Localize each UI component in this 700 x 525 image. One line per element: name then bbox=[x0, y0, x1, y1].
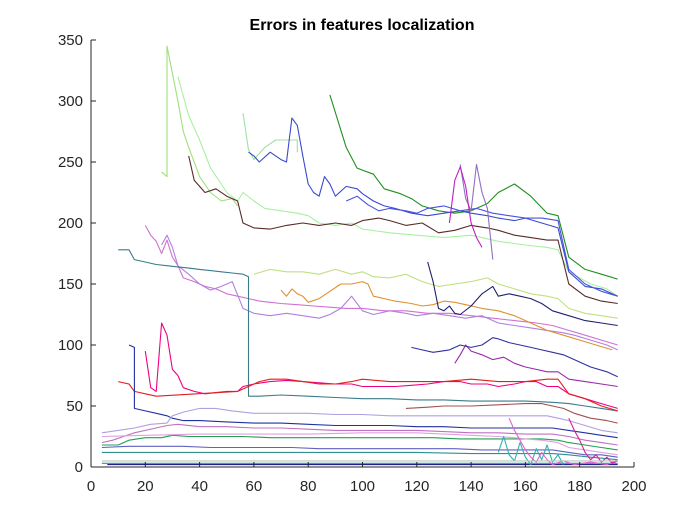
x-tick-label: 0 bbox=[87, 478, 95, 495]
y-tick-label: 200 bbox=[58, 215, 83, 232]
x-tick-label: 80 bbox=[300, 478, 317, 495]
y-ticks: 0 50 100 150 200 250 300 350 bbox=[58, 32, 96, 476]
series-line-10 bbox=[118, 249, 618, 412]
x-tick-label: 120 bbox=[404, 478, 429, 495]
series-line-31 bbox=[508, 417, 618, 466]
y-tick-label: 100 bbox=[58, 337, 83, 354]
series-line-30 bbox=[497, 435, 564, 466]
chart-title: Errors in features localization bbox=[250, 17, 475, 34]
series-line-7 bbox=[345, 195, 618, 297]
series-line-26 bbox=[101, 451, 618, 461]
series-line-23 bbox=[405, 403, 618, 424]
series-line-22 bbox=[101, 407, 618, 434]
series-line-8 bbox=[144, 225, 618, 346]
series-line-16 bbox=[459, 163, 494, 260]
series-line-21 bbox=[101, 423, 618, 446]
x-tick-label: 160 bbox=[513, 478, 538, 495]
x-ticks: 0 20 40 60 80 100 120 140 160 180 200 bbox=[87, 462, 647, 495]
series-line-14 bbox=[454, 344, 618, 388]
series-line-15 bbox=[411, 337, 618, 378]
y-tick-label: 300 bbox=[58, 93, 83, 110]
series-line-24 bbox=[101, 434, 618, 451]
x-tick-label: 200 bbox=[621, 478, 646, 495]
series-line-19 bbox=[118, 378, 618, 412]
x-tick-label: 60 bbox=[246, 478, 263, 495]
series-line-11 bbox=[280, 281, 613, 351]
y-tick-label: 250 bbox=[58, 154, 83, 171]
x-tick-label: 180 bbox=[567, 478, 592, 495]
y-tick-label: 0 bbox=[75, 459, 83, 476]
series-line-6 bbox=[248, 117, 618, 297]
series-layer bbox=[101, 45, 619, 466]
series-line-20 bbox=[128, 344, 618, 439]
x-tick-label: 140 bbox=[459, 478, 484, 495]
x-tick-label: 40 bbox=[191, 478, 208, 495]
x-tick-label: 20 bbox=[137, 478, 154, 495]
series-line-4 bbox=[188, 155, 618, 305]
series-line-25 bbox=[101, 445, 618, 458]
series-line-13 bbox=[427, 261, 618, 327]
series-line-5 bbox=[242, 113, 298, 161]
series-line-18 bbox=[144, 322, 618, 409]
x-tick-label: 100 bbox=[350, 478, 375, 495]
series-line-2 bbox=[161, 45, 239, 207]
y-tick-label: 150 bbox=[58, 276, 83, 293]
series-line-32 bbox=[568, 417, 618, 464]
series-line-29 bbox=[101, 432, 618, 456]
y-tick-label: 50 bbox=[66, 398, 83, 415]
series-line-9 bbox=[161, 234, 618, 351]
series-line-17 bbox=[448, 166, 483, 248]
series-line-12 bbox=[253, 268, 618, 319]
series-line-3 bbox=[177, 76, 619, 297]
y-tick-label: 350 bbox=[58, 32, 83, 49]
